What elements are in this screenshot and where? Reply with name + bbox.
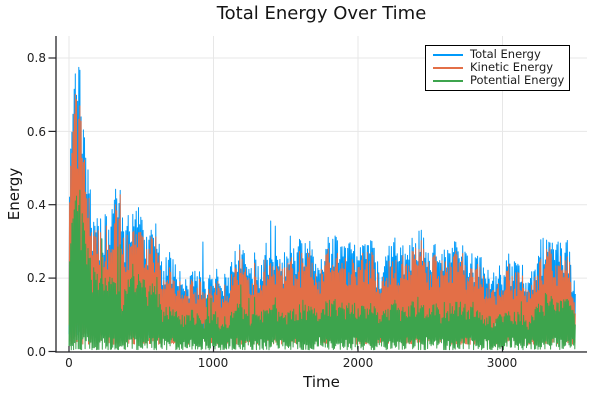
legend-color-line	[433, 79, 463, 82]
y-tick-label: 0.4	[26, 197, 46, 212]
x-tick-label: 2000	[342, 356, 374, 370]
legend-item-total-energy: Total Energy	[426, 48, 569, 61]
legend-item-label: Total Energy	[470, 47, 541, 61]
y-tick-label: 0.6	[26, 124, 46, 139]
x-tick-label: 0	[65, 356, 73, 370]
legend: Total Energy Kinetic Energy Potential En…	[425, 45, 570, 91]
y-tick-label: 0.0	[26, 344, 46, 359]
x-tick-label: 1000	[197, 356, 229, 370]
legend-color-line	[433, 53, 463, 56]
x-axis-label: Time	[303, 373, 340, 391]
legend-item-label: Kinetic Energy	[470, 60, 554, 74]
legend-item-potential-energy: Potential Energy	[426, 74, 569, 87]
legend-color-line	[433, 66, 463, 69]
legend-item-kinetic-energy: Kinetic Energy	[426, 61, 569, 74]
chart-title: Total Energy Over Time	[216, 3, 427, 24]
y-tick-label: 0.2	[26, 271, 46, 285]
legend-item-label: Potential Energy	[470, 73, 565, 87]
x-tick-label: 3000	[486, 356, 518, 370]
y-tick-label: 0.8	[26, 51, 46, 65]
y-axis-label: Energy	[5, 167, 23, 221]
